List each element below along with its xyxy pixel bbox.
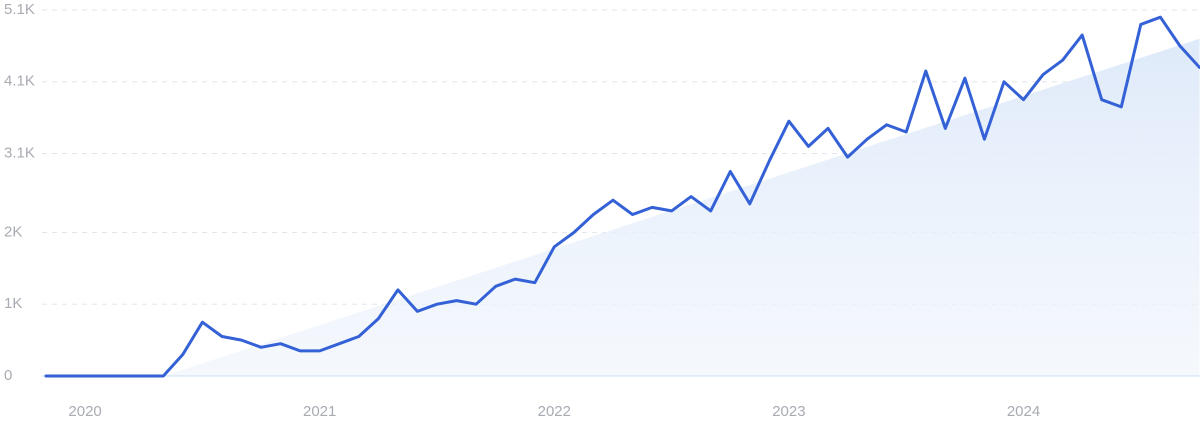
- x-tick-label: 2021: [303, 403, 336, 420]
- y-tick-label: 3.1K: [4, 144, 35, 161]
- line: [44, 15, 1200, 378]
- x-tick-label: 2023: [772, 403, 805, 420]
- x-tick-label: 2024: [1007, 403, 1040, 420]
- x-tick-label: 2020: [68, 403, 101, 420]
- y-tick-label: 5.1K: [4, 1, 35, 18]
- trend-area: [163, 38, 1200, 376]
- y-tick-label: 0: [4, 367, 12, 384]
- y-tick-label: 2K: [4, 223, 22, 240]
- x-tick-label: 2022: [538, 403, 571, 420]
- y-tick-label: 4.1K: [4, 73, 35, 90]
- y-tick-label: 1K: [4, 295, 22, 312]
